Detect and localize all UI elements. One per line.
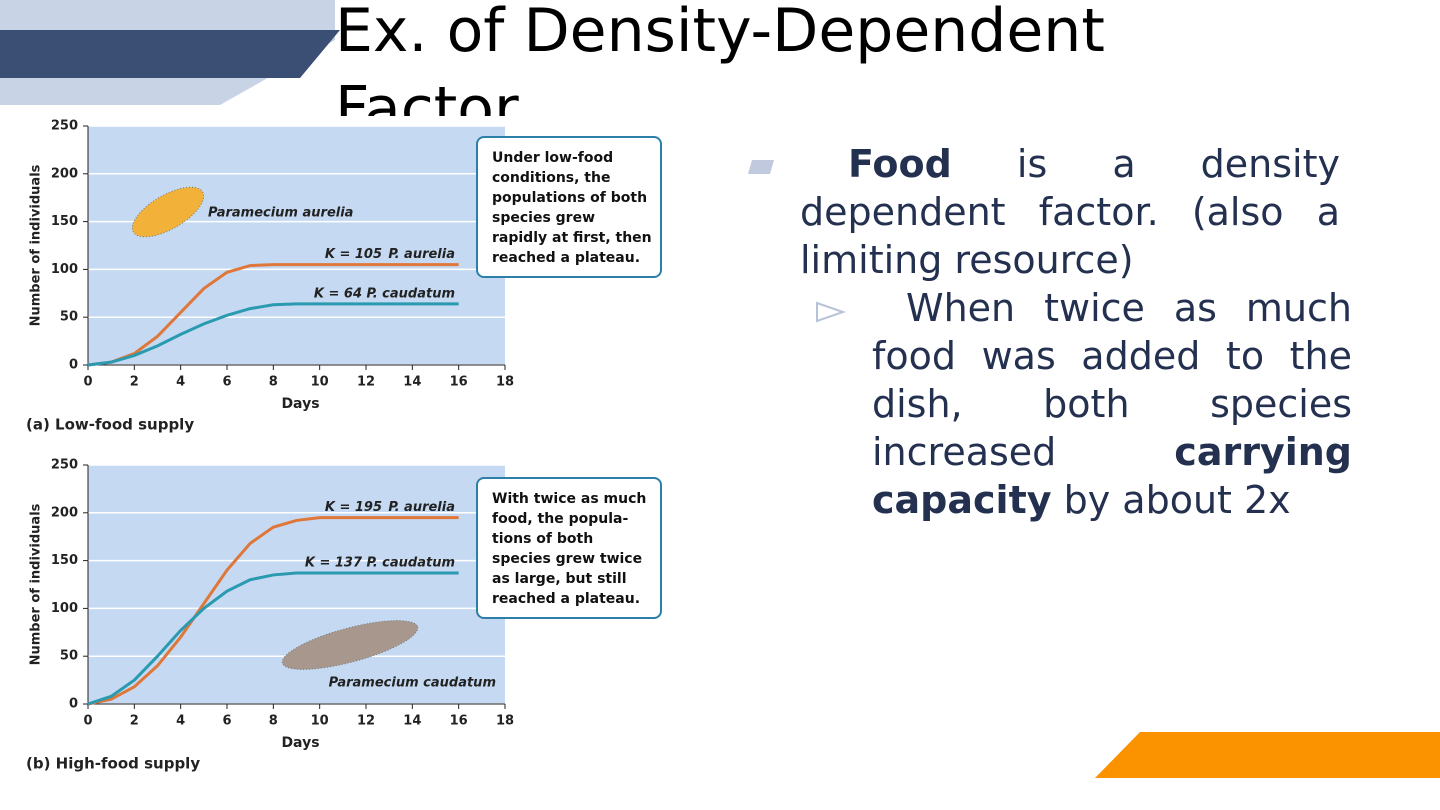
x-tick-label: 0 — [83, 714, 92, 729]
caption: (b) High-food supply — [26, 755, 200, 773]
x-tick-label: 2 — [130, 714, 139, 729]
x-tick-label: 14 — [403, 714, 421, 729]
organism — [281, 620, 419, 670]
bullet-bold: carrying capacity — [872, 430, 1352, 522]
x-tick-label: 16 — [450, 714, 468, 729]
x-tick-label: 8 — [269, 714, 278, 729]
x-tick-label: 4 — [176, 375, 185, 390]
caption: (a) Low-food supply — [26, 416, 194, 434]
callout: Under low-food conditions, the populatio… — [476, 136, 662, 278]
y-axis-label: Number of individuals — [29, 503, 44, 665]
y-tick-label: 200 — [51, 166, 78, 181]
x-tick-label: 8 — [269, 375, 278, 390]
y-axis-label: Number of individuals — [29, 164, 44, 326]
sub-bullet: When twice as much food was added to the… — [872, 284, 1352, 524]
series-line — [87, 263, 459, 367]
series-name: P. caudatum — [367, 286, 455, 301]
series-line — [87, 302, 459, 367]
y-tick-label: 150 — [51, 553, 78, 568]
x-axis-label: Days — [281, 396, 319, 412]
y-tick-label: 150 — [51, 214, 78, 229]
k-label: K = 105 — [325, 247, 382, 262]
x-tick-label: 18 — [496, 375, 514, 390]
series-name: P. caudatum — [367, 556, 455, 571]
organism — [131, 186, 205, 238]
y-tick-label: 50 — [60, 310, 78, 325]
y-tick-label: 0 — [69, 697, 78, 712]
sub-bullet-marker — [816, 301, 847, 323]
x-tick-label: 16 — [450, 375, 468, 390]
plot-area — [88, 126, 505, 365]
x-tick-label: 18 — [496, 714, 514, 729]
x-axis-label: Days — [281, 735, 319, 751]
y-tick-label: 250 — [51, 119, 78, 134]
y-tick-label: 200 — [51, 505, 78, 520]
x-tick-label: 6 — [222, 375, 231, 390]
organism-label: Paramecium aurelia — [208, 206, 353, 221]
y-tick-label: 250 — [51, 458, 78, 473]
bullet-lead: Food — [848, 142, 952, 186]
x-tick-label: 6 — [222, 714, 231, 729]
bullet: Food is a density dependent factor. (als… — [800, 140, 1340, 284]
decor-band-dark — [0, 30, 340, 78]
slide-title: Ex. of Density-Dependent Factor — [335, 0, 1105, 116]
decor-orange — [1095, 732, 1440, 778]
x-tick-label: 12 — [357, 714, 375, 729]
k-label: K = 64 — [314, 286, 362, 301]
x-tick-label: 2 — [130, 375, 139, 390]
y-tick-label: 50 — [60, 649, 78, 664]
series-line — [87, 516, 459, 706]
x-tick-label: 10 — [311, 375, 329, 390]
y-tick-label: 100 — [51, 601, 78, 616]
x-tick-label: 12 — [357, 375, 375, 390]
x-tick-label: 14 — [403, 375, 421, 390]
x-tick-label: 4 — [176, 714, 185, 729]
y-tick-label: 0 — [69, 358, 78, 373]
k-label: K = 195 — [325, 500, 382, 515]
series-line — [87, 571, 459, 706]
x-tick-label: 10 — [311, 714, 329, 729]
bullet-marker — [748, 160, 774, 174]
x-tick-label: 0 — [83, 375, 92, 390]
y-tick-label: 100 — [51, 262, 78, 277]
bullet-tail: by about 2x — [1063, 478, 1291, 522]
bullet-text: When twice as much food was added to the… — [872, 286, 1352, 474]
k-label: K = 137 — [305, 556, 363, 571]
callout: With twice as much food, the popula-tion… — [476, 477, 662, 619]
series-name: P. aurelia — [388, 500, 455, 515]
series-name: P. aurelia — [388, 247, 455, 262]
bullet-text: is a density dependent factor. (also a l… — [800, 142, 1340, 282]
organism-label: Paramecium caudatum — [329, 676, 496, 691]
